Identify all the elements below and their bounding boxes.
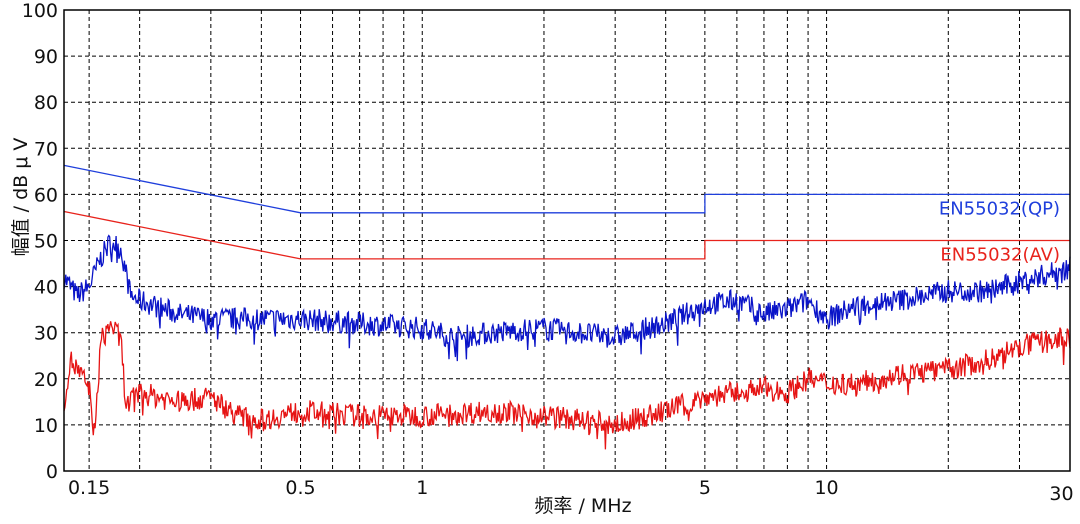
y-tick-label: 30 bbox=[34, 323, 58, 345]
plot-frame bbox=[63, 9, 1071, 472]
y-ticks: 0 10 20 30 40 50 60 70 80 90 100 bbox=[22, 0, 58, 483]
x-tick-label: 1 bbox=[416, 477, 428, 499]
y-tick-label: 80 bbox=[34, 92, 58, 114]
y-tick-label: 10 bbox=[34, 415, 58, 437]
y-axis-label: 幅值 / dB μ V bbox=[10, 138, 32, 257]
y-tick-label: 70 bbox=[34, 138, 58, 160]
x-axis-label: 频率 / MHz bbox=[534, 495, 631, 517]
x-tick-label: 30 bbox=[1049, 483, 1073, 505]
y-tick-label: 60 bbox=[34, 184, 58, 206]
x-tick-label: 0.15 bbox=[68, 477, 110, 499]
x-ticks: 0.15 0.5 1 5 10 30 bbox=[68, 477, 1074, 505]
x-tick-label: 10 bbox=[814, 477, 838, 499]
y-tick-label: 100 bbox=[22, 0, 58, 22]
limit-line bbox=[63, 164, 1070, 214]
limit-line bbox=[63, 210, 1070, 260]
y-tick-label: 50 bbox=[34, 231, 58, 253]
trace-1 bbox=[63, 321, 1071, 450]
trace-0 bbox=[63, 234, 1071, 362]
y-tick-label: 20 bbox=[34, 369, 58, 391]
measurement-traces bbox=[63, 234, 1071, 450]
x-tick-label: 5 bbox=[699, 477, 711, 499]
x-tick-label: 0.5 bbox=[285, 477, 315, 499]
y-tick-label: 40 bbox=[34, 277, 58, 299]
limit-label: EN55032(QP) bbox=[939, 198, 1060, 219]
limit-lines: EN55032(QP) EN55032(AV) bbox=[63, 164, 1070, 266]
y-tick-label: 90 bbox=[34, 46, 58, 68]
y-tick-label: 0 bbox=[46, 461, 58, 483]
limit-label: EN55032(AV) bbox=[940, 245, 1060, 266]
